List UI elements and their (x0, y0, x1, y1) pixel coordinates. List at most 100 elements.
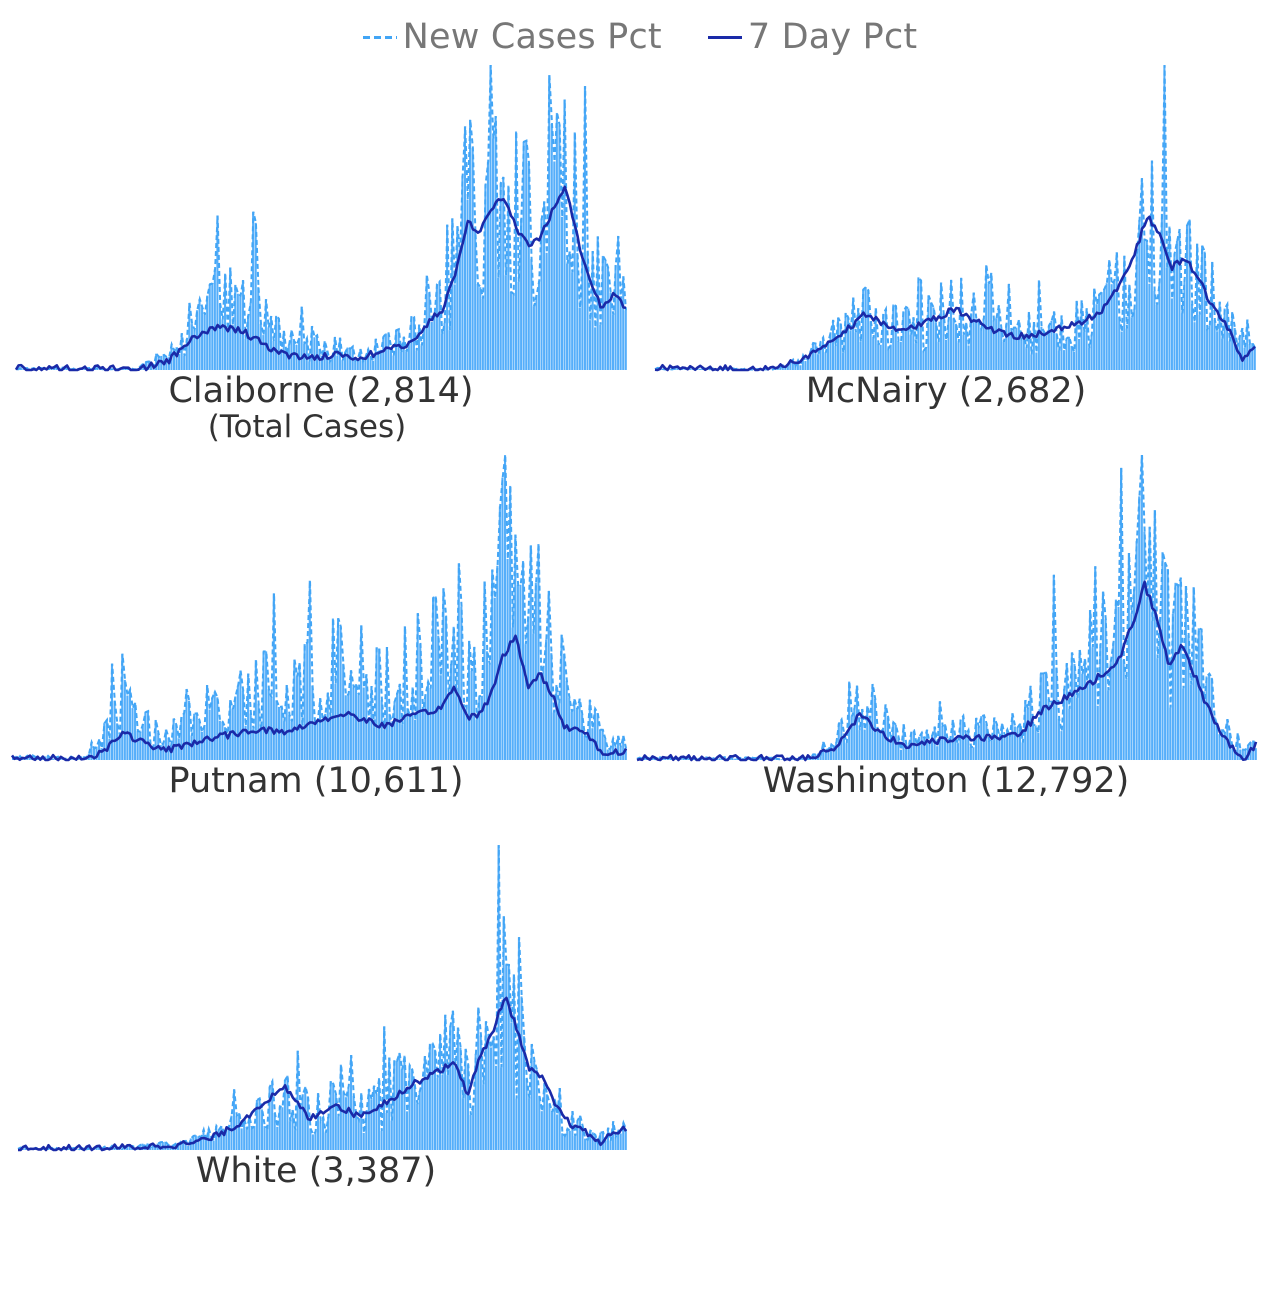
bar-white-175 (461, 1098, 464, 1150)
bar-white-82 (225, 1129, 228, 1150)
bar-putnam-155 (408, 717, 412, 760)
bar-claiborne-151 (400, 352, 403, 370)
bar-putnam-80 (216, 697, 219, 760)
bar-washington-138 (993, 717, 996, 760)
bar-putnam-144 (380, 700, 383, 760)
bar-putnam-53 (146, 711, 149, 760)
bar-mcnairy-150 (1030, 354, 1033, 370)
bar-washington-93 (876, 731, 879, 760)
bar-mcnairy-12 (683, 369, 686, 370)
bar-washington-220 (1205, 676, 1208, 760)
bar-washington-104 (905, 745, 908, 760)
bar-mcnairy-55 (791, 359, 794, 370)
bar-white-138 (367, 1089, 370, 1150)
bar-washington-130 (972, 747, 975, 760)
bar-washington-234 (1241, 749, 1244, 760)
panel-title-washington: Washington (12,792) (762, 761, 1130, 801)
bar-putnam-72 (195, 713, 198, 760)
bar-mcnairy-100 (904, 306, 907, 370)
bar-white-63 (177, 1145, 180, 1150)
bar-mcnairy-177 (1098, 294, 1101, 370)
bar-putnam-186 (488, 664, 491, 760)
bar-mcnairy-66 (819, 341, 822, 370)
bar-washington-111 (923, 738, 926, 760)
bar-washington-109 (918, 736, 921, 760)
bar-putnam-122 (324, 713, 327, 760)
bar-white-107 (288, 1121, 292, 1150)
bar-washington-145 (1011, 713, 1014, 760)
bar-claiborne-183 (481, 298, 484, 370)
bar-mcnairy-157 (1047, 325, 1050, 370)
bar-mcnairy-218 (1201, 245, 1204, 370)
bar-mcnairy-176 (1095, 304, 1098, 370)
bar-mcnairy-173 (1088, 347, 1091, 370)
bar-white-176 (464, 1048, 467, 1150)
bar-white-215 (563, 1136, 566, 1150)
bar-putnam-181 (475, 719, 478, 760)
bar-mcnairy-237 (1248, 344, 1251, 370)
bar-white-191 (502, 916, 505, 1150)
bar-washington-163 (1057, 718, 1060, 760)
bar-white-225 (589, 1130, 592, 1150)
bar-putnam-196 (514, 534, 517, 760)
bar-putnam-69 (187, 700, 191, 760)
bar-claiborne-235 (614, 264, 617, 370)
bar-white-20 (67, 1148, 70, 1150)
bar-mcnairy-147 (1022, 335, 1025, 370)
bar-washington-190 (1127, 553, 1130, 760)
bar-claiborne-217 (568, 251, 571, 370)
bar-washington-208 (1174, 582, 1177, 760)
bar-putnam-199 (521, 561, 525, 760)
bar-white-102 (276, 1126, 279, 1150)
bar-white-31 (95, 1147, 98, 1150)
bar-mcnairy-234 (1241, 328, 1244, 370)
legend-swatch-seven-day (707, 35, 742, 39)
bar-white-154 (408, 1065, 411, 1150)
bar-white-205 (538, 1095, 541, 1150)
bar-washington-119 (943, 724, 947, 760)
bar-mcnairy-72 (834, 345, 837, 370)
bar-washington-134 (982, 715, 985, 760)
bar-mcnairy-75 (842, 353, 845, 370)
bar-putnam-234 (611, 738, 614, 760)
bar-washington-235 (1244, 749, 1247, 760)
bar-claiborne-86 (234, 284, 237, 370)
bar-white-125 (334, 1094, 337, 1150)
bar-mcnairy-151 (1032, 322, 1035, 370)
bar-washington-162 (1055, 667, 1058, 760)
bar-white-222 (581, 1126, 584, 1150)
bar-claiborne-228 (596, 236, 599, 370)
bar-washington-206 (1169, 707, 1172, 760)
bar-mcnairy-129 (977, 320, 980, 370)
bar-mcnairy-156 (1045, 335, 1048, 370)
bar-washington-226 (1221, 729, 1224, 760)
bar-mcnairy-133 (987, 283, 990, 370)
bar-washington-177 (1094, 566, 1097, 760)
bar-mcnairy-207 (1173, 253, 1176, 370)
bar-claiborne-232 (606, 267, 609, 370)
bar-claiborne-83 (226, 329, 229, 370)
bar-white-233 (609, 1140, 612, 1150)
bar-putnam-150 (396, 692, 399, 760)
bar-claiborne-196 (514, 131, 518, 370)
bar-white-65 (182, 1141, 185, 1150)
bar-claiborne-155 (410, 316, 413, 370)
bar-claiborne-112 (300, 306, 303, 370)
bar-washington-105 (907, 744, 910, 760)
bar-mcnairy-53 (786, 364, 789, 370)
bar-claiborne-147 (389, 347, 392, 370)
bar-claiborne-51 (144, 362, 147, 370)
bar-white-112 (301, 1094, 304, 1150)
bar-white-200 (525, 1078, 528, 1150)
bar-putnam-200 (524, 644, 527, 760)
bar-white-219 (573, 1136, 576, 1150)
bar-putnam-0 (12, 758, 15, 760)
bar-claiborne-129 (343, 352, 347, 370)
bar-washington-102 (899, 749, 902, 760)
bar-mcnairy-30 (729, 369, 732, 370)
bar-putnam-83 (223, 727, 227, 760)
bar-washington-121 (949, 738, 952, 760)
bar-putnam-167 (439, 675, 442, 760)
bar-white-110 (296, 1050, 299, 1150)
